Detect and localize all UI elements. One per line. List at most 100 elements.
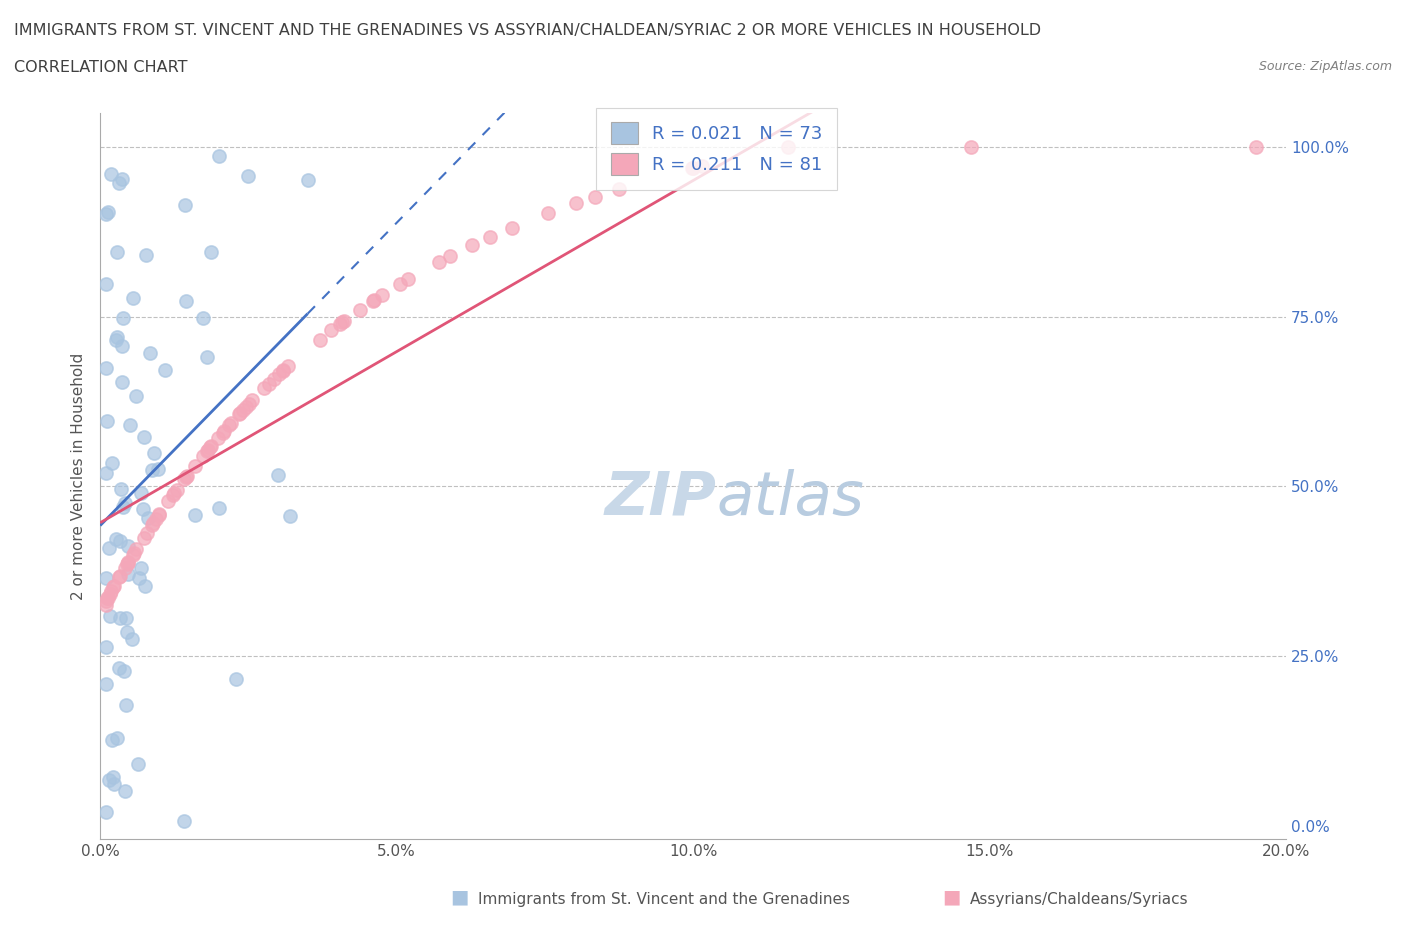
- Point: [439, 249, 461, 264]
- Point: [143, 445, 166, 460]
- Point: [153, 363, 176, 378]
- Point: [174, 198, 197, 213]
- Point: [97, 204, 120, 219]
- Point: [138, 346, 160, 361]
- Point: [141, 518, 163, 533]
- Point: [127, 756, 149, 771]
- Point: [232, 403, 254, 418]
- Point: [108, 569, 131, 584]
- Point: [117, 556, 139, 571]
- Point: [129, 485, 152, 500]
- Point: [200, 440, 222, 455]
- Point: [235, 400, 257, 415]
- Point: [682, 161, 704, 176]
- Point: [148, 507, 170, 522]
- Point: [111, 499, 134, 514]
- Point: [104, 531, 127, 546]
- Point: [132, 430, 155, 445]
- Point: [146, 462, 169, 477]
- Point: [105, 330, 128, 345]
- Point: [115, 698, 138, 712]
- Point: [103, 578, 125, 593]
- Point: [115, 557, 138, 572]
- Text: ■: ■: [942, 888, 960, 907]
- Point: [112, 311, 135, 325]
- Point: [105, 245, 128, 259]
- Point: [94, 677, 117, 692]
- Point: [166, 483, 188, 498]
- Point: [94, 466, 117, 481]
- Point: [96, 591, 118, 605]
- Point: [114, 561, 136, 576]
- Point: [103, 777, 125, 791]
- Point: [98, 608, 121, 623]
- Point: [96, 414, 118, 429]
- Point: [108, 569, 131, 584]
- Point: [207, 431, 229, 445]
- Point: [238, 397, 260, 412]
- Point: [273, 363, 295, 378]
- Point: [122, 546, 145, 561]
- Y-axis label: 2 or more Vehicles in Household: 2 or more Vehicles in Household: [72, 352, 86, 600]
- Point: [98, 541, 121, 556]
- Point: [110, 374, 132, 389]
- Point: [94, 593, 117, 608]
- Point: [960, 140, 983, 154]
- Point: [108, 611, 131, 626]
- Point: [184, 458, 207, 473]
- Point: [195, 350, 218, 365]
- Point: [225, 671, 247, 686]
- Point: [163, 485, 186, 500]
- Point: [195, 444, 218, 458]
- Point: [136, 511, 159, 525]
- Point: [120, 418, 142, 432]
- Point: [208, 500, 231, 515]
- Point: [349, 302, 371, 317]
- Point: [583, 190, 606, 205]
- Point: [218, 418, 240, 432]
- Point: [269, 367, 291, 382]
- Point: [134, 578, 156, 593]
- Point: [117, 538, 139, 553]
- Point: [681, 161, 703, 176]
- Point: [333, 313, 356, 328]
- Point: [135, 247, 157, 262]
- Point: [690, 159, 713, 174]
- Point: [125, 541, 148, 556]
- Point: [271, 364, 294, 379]
- Point: [778, 140, 800, 154]
- Point: [141, 463, 163, 478]
- Point: [330, 315, 353, 330]
- Point: [427, 255, 450, 270]
- Point: [110, 481, 132, 496]
- Point: [221, 415, 243, 430]
- Point: [132, 530, 155, 545]
- Point: [97, 773, 120, 788]
- Point: [117, 554, 139, 569]
- Point: [121, 290, 143, 305]
- Text: ■: ■: [450, 888, 468, 907]
- Point: [173, 472, 195, 486]
- Point: [108, 534, 131, 549]
- Point: [501, 220, 523, 235]
- Point: [461, 238, 484, 253]
- Text: CORRELATION CHART: CORRELATION CHART: [14, 60, 187, 75]
- Point: [103, 579, 125, 594]
- Point: [1246, 140, 1268, 154]
- Point: [142, 516, 165, 531]
- Point: [565, 195, 588, 210]
- Point: [174, 293, 197, 308]
- Point: [125, 389, 148, 404]
- Point: [176, 469, 198, 484]
- Point: [398, 272, 420, 286]
- Point: [145, 512, 167, 526]
- Point: [100, 583, 122, 598]
- Legend: R = 0.021   N = 73, R = 0.211   N = 81: R = 0.021 N = 73, R = 0.211 N = 81: [596, 108, 837, 190]
- Point: [278, 509, 301, 524]
- Point: [162, 487, 184, 502]
- Point: [607, 181, 630, 196]
- Point: [211, 425, 233, 440]
- Point: [96, 591, 118, 605]
- Point: [238, 168, 260, 183]
- Point: [128, 570, 150, 585]
